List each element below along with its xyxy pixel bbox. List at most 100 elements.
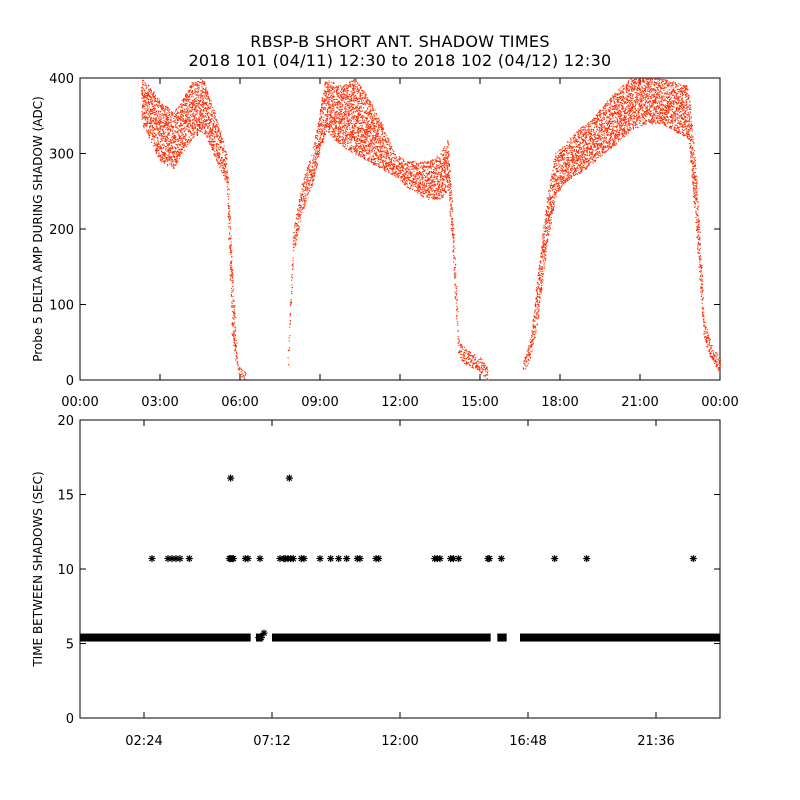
- data-point: [356, 152, 358, 154]
- data-point: [213, 153, 215, 155]
- data-point: [357, 121, 359, 123]
- data-point: [151, 139, 153, 141]
- data-point: [164, 126, 166, 128]
- data-point: [146, 92, 148, 94]
- x-tick-label: 00:00: [701, 395, 738, 410]
- data-point: [337, 133, 339, 135]
- data-point: [333, 82, 335, 84]
- data-point: [216, 134, 218, 136]
- data-point: [385, 152, 387, 154]
- data-point: [205, 108, 207, 110]
- data-point: [290, 301, 292, 303]
- data-point: [381, 129, 383, 131]
- data-point: [322, 130, 324, 132]
- data-point: [318, 140, 320, 142]
- data-point: [318, 121, 320, 123]
- data-point: [186, 110, 188, 112]
- data-point: [369, 101, 371, 103]
- data-point: [233, 318, 235, 320]
- data-point: [208, 103, 210, 105]
- data-point: [207, 108, 209, 110]
- data-point: [180, 142, 182, 144]
- data-point: [372, 122, 374, 124]
- data-point: [348, 106, 350, 108]
- data-point: [195, 117, 197, 119]
- data-point: [385, 147, 387, 149]
- data-point: [346, 95, 348, 97]
- data-point: [330, 104, 332, 106]
- data-point: [312, 181, 314, 183]
- data-point: [343, 119, 345, 121]
- data-point: [166, 118, 168, 120]
- data-point: [358, 148, 360, 150]
- data-point: [307, 192, 309, 194]
- data-point: [155, 144, 157, 146]
- data-point: [157, 143, 159, 145]
- data-point: [163, 147, 165, 149]
- data-point: [322, 107, 324, 109]
- data-point: [197, 129, 199, 131]
- data-point: [377, 156, 379, 158]
- data-point: [288, 350, 290, 352]
- data-point: [360, 131, 362, 133]
- data-point: [192, 93, 194, 95]
- data-point: [164, 155, 166, 157]
- data-point: [187, 109, 189, 111]
- data-point: [150, 102, 152, 104]
- data-point: [330, 81, 332, 83]
- data-point: [155, 122, 157, 124]
- data-point: [294, 225, 296, 227]
- data-point: [340, 92, 342, 94]
- data-point: [225, 158, 227, 160]
- data-point: [231, 333, 233, 335]
- data-point: [160, 107, 162, 109]
- data-point: [371, 115, 373, 117]
- data-point: [212, 141, 214, 143]
- data-point: [373, 158, 375, 160]
- data-point: [220, 163, 222, 165]
- data-point: [149, 126, 151, 128]
- data-point: [293, 246, 295, 248]
- data-point: [347, 145, 349, 147]
- data-point: [243, 375, 245, 377]
- data-point: [381, 131, 383, 133]
- data-point: [167, 123, 169, 125]
- data-point: [378, 157, 380, 159]
- data-point: [187, 96, 189, 98]
- data-point: [367, 98, 369, 100]
- data-point: [230, 262, 232, 264]
- data-point: [344, 127, 346, 129]
- data-point: [188, 127, 190, 129]
- data-point: [219, 146, 221, 148]
- data-point: [156, 109, 158, 111]
- data-point: [372, 156, 374, 158]
- data-point: [216, 143, 218, 145]
- data-point: [166, 119, 168, 121]
- data-point: [340, 102, 342, 104]
- data-point: [366, 117, 368, 119]
- data-point: [174, 140, 176, 142]
- data-point: [219, 136, 221, 138]
- data-point: [154, 108, 156, 110]
- data-point: [208, 97, 210, 99]
- data-point: [230, 295, 232, 297]
- data-point: [211, 132, 213, 134]
- data-point: [163, 115, 165, 117]
- data-point: [385, 138, 387, 140]
- data-point: [388, 166, 390, 168]
- data-point: [382, 128, 384, 130]
- data-point: [344, 89, 346, 91]
- data-point: [202, 116, 204, 118]
- data-point: [357, 120, 359, 122]
- data-point: [188, 117, 190, 119]
- data-point: [339, 142, 341, 144]
- data-point: [228, 189, 230, 191]
- data-point: [325, 86, 327, 88]
- x-tick-label: 15:00: [461, 395, 498, 410]
- data-point: [333, 96, 335, 98]
- data-point: [142, 104, 144, 106]
- data-point: [154, 118, 156, 120]
- data-point: [386, 163, 388, 165]
- data-point: [316, 131, 318, 133]
- data-point: [371, 150, 373, 152]
